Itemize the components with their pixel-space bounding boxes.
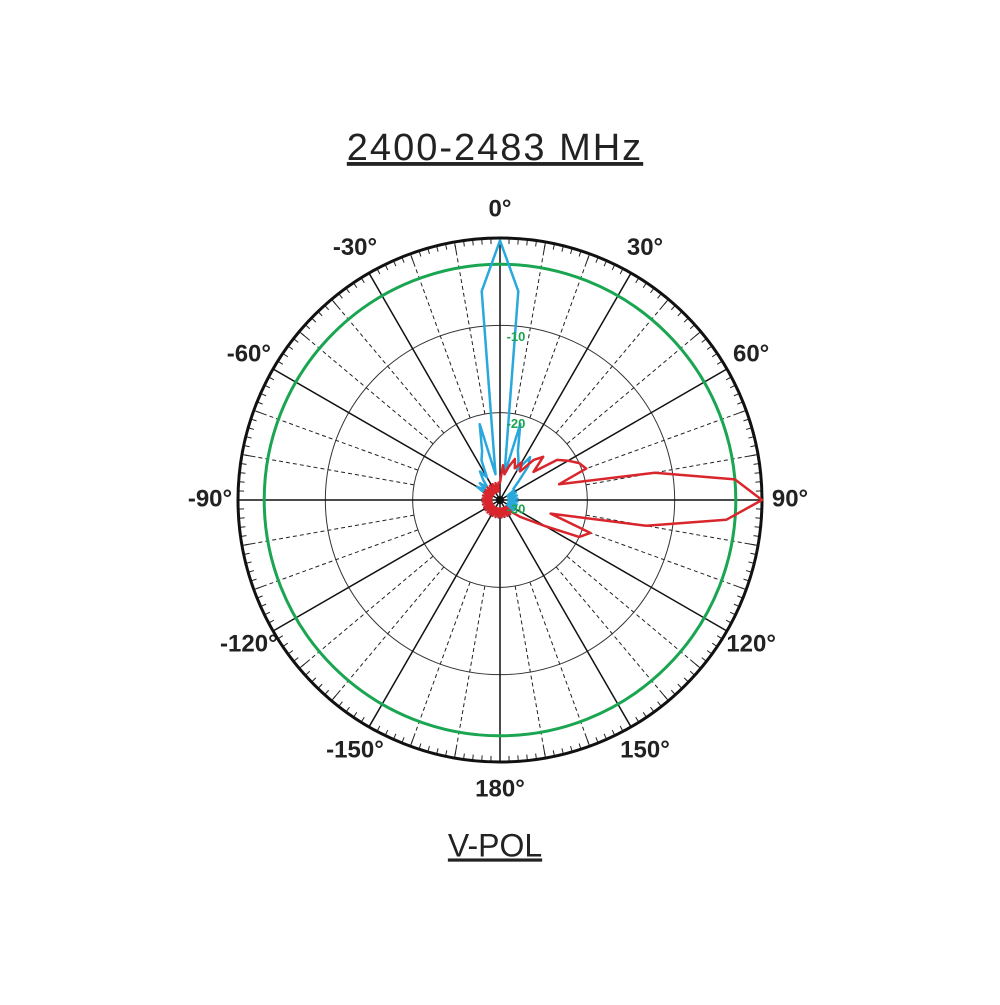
angle-label: -150° [326, 736, 384, 763]
angle-label: -30° [333, 234, 377, 261]
grid-spoke [500, 500, 631, 727]
pattern-line [483, 457, 762, 537]
r-tick-label: -20 [507, 416, 526, 431]
grid-spoke [500, 369, 727, 500]
angle-label: 180° [475, 775, 525, 802]
pattern-line [477, 241, 530, 518]
angle-label: -60° [227, 340, 271, 367]
angle-label: 60° [733, 340, 769, 367]
grid-spoke [273, 369, 500, 500]
grid-spoke [273, 500, 500, 631]
angle-label: 0° [489, 195, 512, 222]
angle-label: 30° [627, 234, 663, 261]
angle-label: -120° [220, 630, 278, 657]
chart-caption: V-POL [448, 827, 542, 863]
chart-title: 2400-2483 MHz [347, 127, 643, 169]
angle-label: -90° [188, 485, 232, 512]
angle-label: 120° [726, 630, 776, 657]
grid-spoke [369, 273, 500, 500]
r-tick-label: -30 [507, 501, 526, 516]
r-tick-label: -10 [507, 329, 526, 344]
grid-spoke [500, 500, 727, 631]
angle-label: 150° [620, 736, 670, 763]
angle-label: 90° [772, 485, 808, 512]
grid-spoke [369, 500, 500, 727]
center-dot [496, 496, 504, 504]
